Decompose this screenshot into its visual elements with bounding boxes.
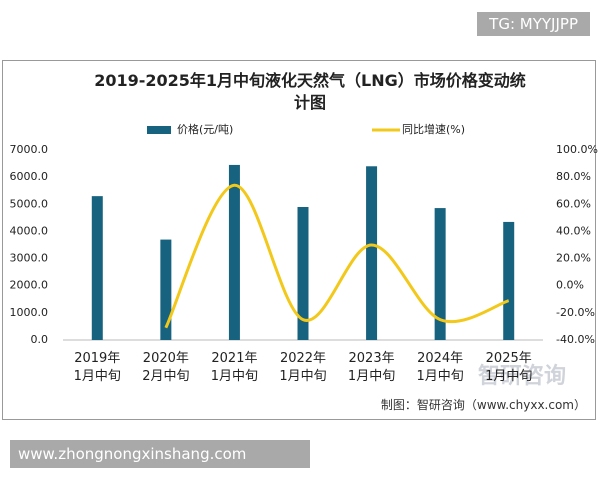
y-tick-label: 7000.0 [10,143,49,156]
x-tick-label: 2020年2月中旬 [142,351,190,384]
y2-tick-label: -40.0% [556,333,595,346]
x-tick-label: 2022年1月中旬 [279,351,327,384]
y2-tick-label: 100.0% [556,143,598,156]
y-tick-label: 6000.0 [10,170,49,183]
y-tick-label: 4000.0 [10,224,49,237]
y2-tick-label: -20.0% [556,306,595,319]
bar [503,221,515,340]
y-tick-label: 2000.0 [10,279,49,292]
bar [228,164,240,340]
y2-tick-label: 40.0% [556,224,591,237]
y2-tick-label: 60.0% [556,197,591,210]
y2-tick-label: 80.0% [556,170,591,183]
x-tick-label: 2021年1月中旬 [210,351,259,384]
chart-title: 2019-2025年1月中旬液化天然气（LNG）市场价格变动统计图 [94,71,526,112]
y-tick-label: 0.0 [31,333,49,346]
legend-label: 价格(元/吨) [177,122,233,136]
chart-frame [2,60,596,420]
x-tick-label: 2024年1月中旬 [416,351,464,384]
line [164,183,510,329]
bar [366,166,378,340]
legend-swatch [147,126,171,134]
source: 制图：智研咨询（www.chyxx.com） [380,398,586,412]
watermark: www.zhongnongxinshang.com [10,440,310,468]
bar [434,208,446,340]
y-tick-label: 5000.0 [10,197,49,210]
y2-tick-label: 0.0% [556,279,584,292]
logo-watermark: 智研咨询 [478,364,567,389]
x-tick-label: 2023年1月中旬 [347,351,396,384]
bar [160,239,172,340]
watermark: TG: MYYJJPP [477,12,590,36]
y-tick-label: 1000.0 [10,306,49,319]
bar [91,196,103,340]
x-tick-label: 2019年1月中旬 [73,351,121,384]
legend-label: 同比增速(%) [402,122,465,136]
bar [297,207,309,340]
y-tick-label: 3000.0 [10,252,49,265]
y2-tick-label: 20.0% [556,252,591,265]
x-tick-label: 2025年1月中旬 [485,351,533,384]
